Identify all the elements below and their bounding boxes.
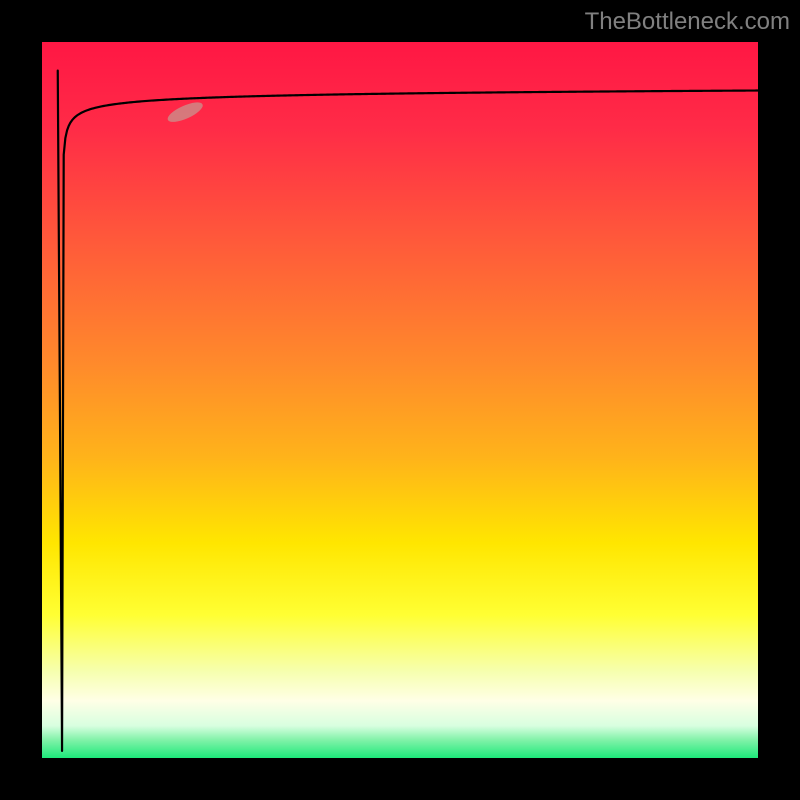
stage: TheBottleneck.com <box>0 0 800 800</box>
watermark-text: TheBottleneck.com <box>585 8 790 36</box>
chart-svg <box>0 0 800 800</box>
plot-background <box>42 42 758 758</box>
